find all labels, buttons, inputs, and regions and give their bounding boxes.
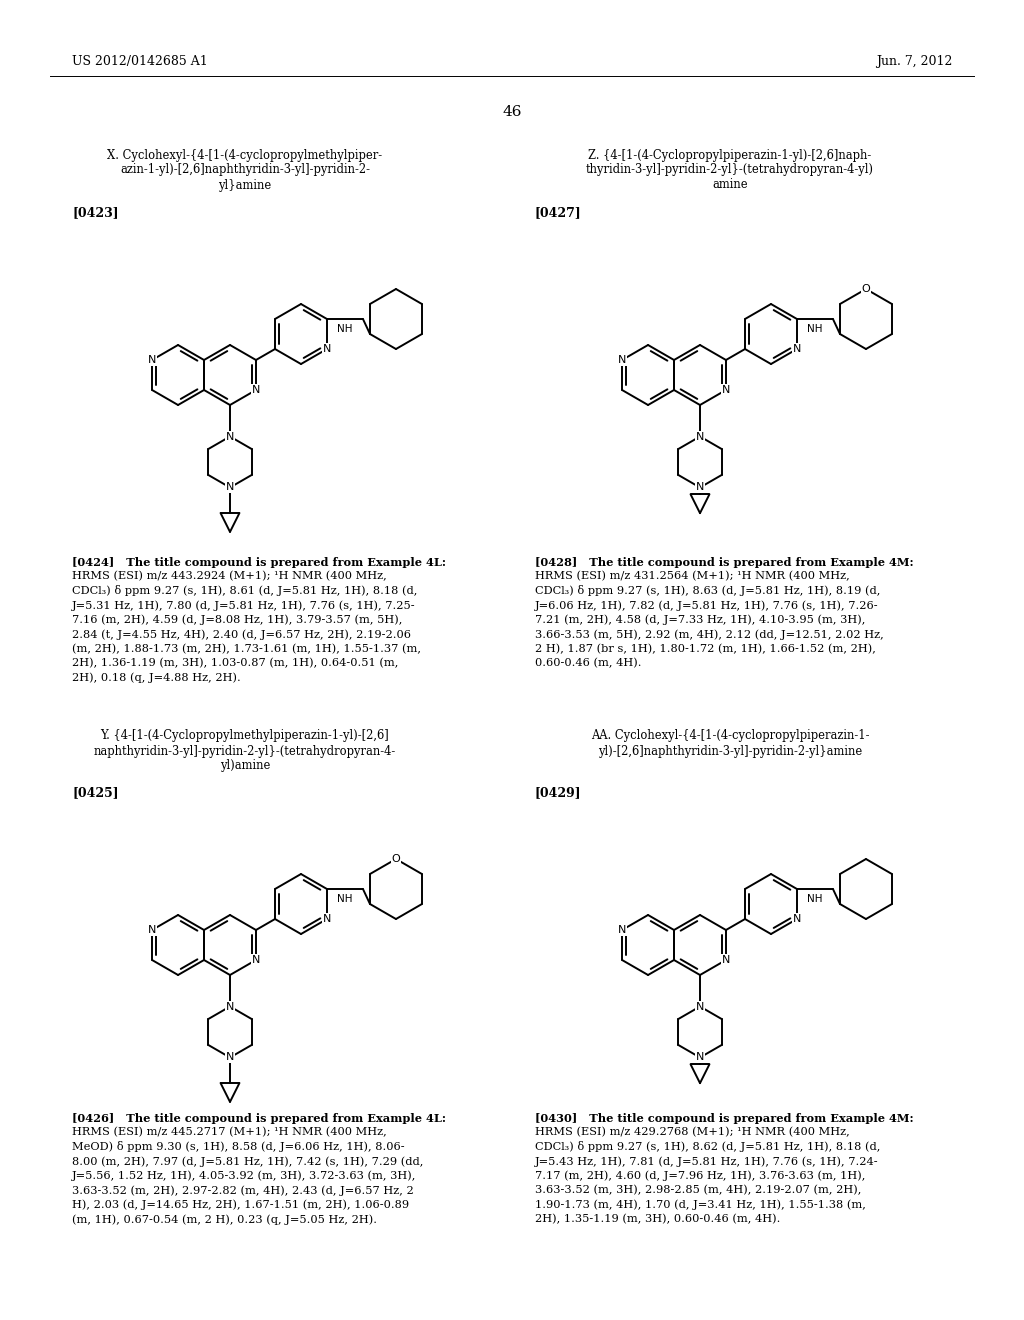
Text: NH: NH	[337, 894, 352, 903]
Text: 46: 46	[502, 106, 522, 119]
Text: MeOD) δ ppm 9.30 (s, 1H), 8.58 (d, J=6.06 Hz, 1H), 8.06-: MeOD) δ ppm 9.30 (s, 1H), 8.58 (d, J=6.0…	[72, 1142, 404, 1152]
Text: Y. {4-[1-(4-Cyclopropylmethylpiperazin-1-yl)-[2,6]: Y. {4-[1-(4-Cyclopropylmethylpiperazin-1…	[100, 730, 389, 742]
Text: HRMS (ESI) m/z 429.2768 (M+1); ¹H NMR (400 MHz,: HRMS (ESI) m/z 429.2768 (M+1); ¹H NMR (4…	[535, 1127, 850, 1138]
Text: CDCl₃) δ ppm 9.27 (s, 1H), 8.62 (d, J=5.81 Hz, 1H), 8.18 (d,: CDCl₃) δ ppm 9.27 (s, 1H), 8.62 (d, J=5.…	[535, 1142, 881, 1152]
Text: N: N	[252, 385, 260, 395]
Text: HRMS (ESI) m/z 443.2924 (M+1); ¹H NMR (400 MHz,: HRMS (ESI) m/z 443.2924 (M+1); ¹H NMR (4…	[72, 572, 387, 582]
Text: N: N	[147, 925, 157, 935]
Text: [0426]   The title compound is prepared from Example 4L:: [0426] The title compound is prepared fr…	[72, 1113, 446, 1123]
Text: US 2012/0142685 A1: US 2012/0142685 A1	[72, 55, 208, 69]
Text: N: N	[252, 954, 260, 965]
Text: CDCl₃) δ ppm 9.27 (s, 1H), 8.63 (d, J=5.81 Hz, 1H), 8.19 (d,: CDCl₃) δ ppm 9.27 (s, 1H), 8.63 (d, J=5.…	[535, 586, 881, 597]
Text: N: N	[793, 913, 801, 924]
Text: naphthyridin-3-yl]-pyridin-2-yl}-(tetrahydropyran-4-: naphthyridin-3-yl]-pyridin-2-yl}-(tetrah…	[94, 744, 396, 758]
Text: J=6.06 Hz, 1H), 7.82 (d, J=5.81 Hz, 1H), 7.76 (s, 1H), 7.26-: J=6.06 Hz, 1H), 7.82 (d, J=5.81 Hz, 1H),…	[535, 601, 879, 611]
Text: N: N	[617, 355, 627, 366]
Text: N: N	[226, 432, 234, 441]
Text: (m, 2H), 1.88-1.73 (m, 2H), 1.73-1.61 (m, 1H), 1.55-1.37 (m,: (m, 2H), 1.88-1.73 (m, 2H), 1.73-1.61 (m…	[72, 644, 421, 655]
Text: 7.16 (m, 2H), 4.59 (d, J=8.08 Hz, 1H), 3.79-3.57 (m, 5H),: 7.16 (m, 2H), 4.59 (d, J=8.08 Hz, 1H), 3…	[72, 615, 402, 626]
Text: O: O	[861, 284, 870, 294]
Text: Z. {4-[1-(4-Cyclopropylpiperazin-1-yl)-[2,6]naph-: Z. {4-[1-(4-Cyclopropylpiperazin-1-yl)-[…	[589, 149, 871, 161]
Text: [0423]: [0423]	[72, 206, 119, 219]
Text: HRMS (ESI) m/z 445.2717 (M+1); ¹H NMR (400 MHz,: HRMS (ESI) m/z 445.2717 (M+1); ¹H NMR (4…	[72, 1127, 387, 1138]
Text: (m, 1H), 0.67-0.54 (m, 2 H), 0.23 (q, J=5.05 Hz, 2H).: (m, 1H), 0.67-0.54 (m, 2 H), 0.23 (q, J=…	[72, 1214, 377, 1225]
Text: N: N	[793, 345, 801, 354]
Text: [0425]: [0425]	[72, 787, 119, 800]
Text: N: N	[147, 355, 157, 366]
Text: [0424]   The title compound is prepared from Example 4L:: [0424] The title compound is prepared fr…	[72, 557, 446, 568]
Text: AA. Cyclohexyl-{4-[1-(4-cyclopropylpiperazin-1-: AA. Cyclohexyl-{4-[1-(4-cyclopropylpiper…	[591, 730, 869, 742]
Text: 8.00 (m, 2H), 7.97 (d, J=5.81 Hz, 1H), 7.42 (s, 1H), 7.29 (dd,: 8.00 (m, 2H), 7.97 (d, J=5.81 Hz, 1H), 7…	[72, 1156, 423, 1167]
Text: amine: amine	[712, 178, 748, 191]
Text: [0430]   The title compound is prepared from Example 4M:: [0430] The title compound is prepared fr…	[535, 1113, 913, 1123]
Text: J=5.43 Hz, 1H), 7.81 (d, J=5.81 Hz, 1H), 7.76 (s, 1H), 7.24-: J=5.43 Hz, 1H), 7.81 (d, J=5.81 Hz, 1H),…	[535, 1156, 879, 1167]
Text: NH: NH	[807, 894, 822, 903]
Text: yl)amine: yl)amine	[220, 759, 270, 772]
Text: N: N	[696, 1052, 705, 1063]
Text: 2 H), 1.87 (br s, 1H), 1.80-1.72 (m, 1H), 1.66-1.52 (m, 2H),: 2 H), 1.87 (br s, 1H), 1.80-1.72 (m, 1H)…	[535, 644, 876, 655]
Text: O: O	[391, 854, 400, 865]
Text: N: N	[617, 925, 627, 935]
Text: 3.63-3.52 (m, 3H), 2.98-2.85 (m, 4H), 2.19-2.07 (m, 2H),: 3.63-3.52 (m, 3H), 2.98-2.85 (m, 4H), 2.…	[535, 1185, 861, 1196]
Text: 7.21 (m, 2H), 4.58 (d, J=7.33 Hz, 1H), 4.10-3.95 (m, 3H),: 7.21 (m, 2H), 4.58 (d, J=7.33 Hz, 1H), 4…	[535, 615, 865, 626]
Text: CDCl₃) δ ppm 9.27 (s, 1H), 8.61 (d, J=5.81 Hz, 1H), 8.18 (d,: CDCl₃) δ ppm 9.27 (s, 1H), 8.61 (d, J=5.…	[72, 586, 418, 597]
Text: 1.90-1.73 (m, 4H), 1.70 (d, J=3.41 Hz, 1H), 1.55-1.38 (m,: 1.90-1.73 (m, 4H), 1.70 (d, J=3.41 Hz, 1…	[535, 1200, 866, 1210]
Text: 2H), 0.18 (q, J=4.88 Hz, 2H).: 2H), 0.18 (q, J=4.88 Hz, 2H).	[72, 673, 241, 684]
Text: yl)-[2,6]naphthyridin-3-yl]-pyridin-2-yl}amine: yl)-[2,6]naphthyridin-3-yl]-pyridin-2-yl…	[598, 744, 862, 758]
Text: azin-1-yl)-[2,6]naphthyridin-3-yl]-pyridin-2-: azin-1-yl)-[2,6]naphthyridin-3-yl]-pyrid…	[120, 164, 370, 177]
Text: N: N	[226, 1002, 234, 1011]
Text: 2H), 1.36-1.19 (m, 3H), 1.03-0.87 (m, 1H), 0.64-0.51 (m,: 2H), 1.36-1.19 (m, 3H), 1.03-0.87 (m, 1H…	[72, 659, 398, 669]
Text: N: N	[722, 385, 730, 395]
Text: N: N	[696, 432, 705, 441]
Text: 3.66-3.53 (m, 5H), 2.92 (m, 4H), 2.12 (dd, J=12.51, 2.02 Hz,: 3.66-3.53 (m, 5H), 2.92 (m, 4H), 2.12 (d…	[535, 630, 884, 640]
Text: yl}amine: yl}amine	[218, 178, 271, 191]
Text: 0.60-0.46 (m, 4H).: 0.60-0.46 (m, 4H).	[535, 659, 641, 669]
Text: N: N	[323, 913, 331, 924]
Text: thyridin-3-yl]-pyridin-2-yl}-(tetrahydropyran-4-yl): thyridin-3-yl]-pyridin-2-yl}-(tetrahydro…	[586, 164, 874, 177]
Text: N: N	[323, 345, 331, 354]
Text: N: N	[696, 1002, 705, 1011]
Text: J=5.31 Hz, 1H), 7.80 (d, J=5.81 Hz, 1H), 7.76 (s, 1H), 7.25-: J=5.31 Hz, 1H), 7.80 (d, J=5.81 Hz, 1H),…	[72, 601, 416, 611]
Text: 3.63-3.52 (m, 2H), 2.97-2.82 (m, 4H), 2.43 (d, J=6.57 Hz, 2: 3.63-3.52 (m, 2H), 2.97-2.82 (m, 4H), 2.…	[72, 1185, 414, 1196]
Text: 7.17 (m, 2H), 4.60 (d, J=7.96 Hz, 1H), 3.76-3.63 (m, 1H),: 7.17 (m, 2H), 4.60 (d, J=7.96 Hz, 1H), 3…	[535, 1171, 865, 1181]
Text: J=5.56, 1.52 Hz, 1H), 4.05-3.92 (m, 3H), 3.72-3.63 (m, 3H),: J=5.56, 1.52 Hz, 1H), 4.05-3.92 (m, 3H),…	[72, 1171, 417, 1181]
Text: H), 2.03 (d, J=14.65 Hz, 2H), 1.67-1.51 (m, 2H), 1.06-0.89: H), 2.03 (d, J=14.65 Hz, 2H), 1.67-1.51 …	[72, 1200, 410, 1210]
Text: HRMS (ESI) m/z 431.2564 (M+1); ¹H NMR (400 MHz,: HRMS (ESI) m/z 431.2564 (M+1); ¹H NMR (4…	[535, 572, 850, 582]
Text: N: N	[226, 1052, 234, 1063]
Text: [0428]   The title compound is prepared from Example 4M:: [0428] The title compound is prepared fr…	[535, 557, 913, 568]
Text: X. Cyclohexyl-{4-[1-(4-cyclopropylmethylpiper-: X. Cyclohexyl-{4-[1-(4-cyclopropylmethyl…	[108, 149, 383, 161]
Text: Jun. 7, 2012: Jun. 7, 2012	[876, 55, 952, 69]
Text: NH: NH	[337, 323, 352, 334]
Text: 2H), 1.35-1.19 (m, 3H), 0.60-0.46 (m, 4H).: 2H), 1.35-1.19 (m, 3H), 0.60-0.46 (m, 4H…	[535, 1214, 780, 1225]
Text: N: N	[696, 483, 705, 492]
Text: NH: NH	[807, 323, 822, 334]
Text: N: N	[722, 954, 730, 965]
Text: [0427]: [0427]	[535, 206, 582, 219]
Text: [0429]: [0429]	[535, 787, 582, 800]
Text: N: N	[226, 483, 234, 492]
Text: 2.84 (t, J=4.55 Hz, 4H), 2.40 (d, J=6.57 Hz, 2H), 2.19-2.06: 2.84 (t, J=4.55 Hz, 4H), 2.40 (d, J=6.57…	[72, 630, 411, 640]
